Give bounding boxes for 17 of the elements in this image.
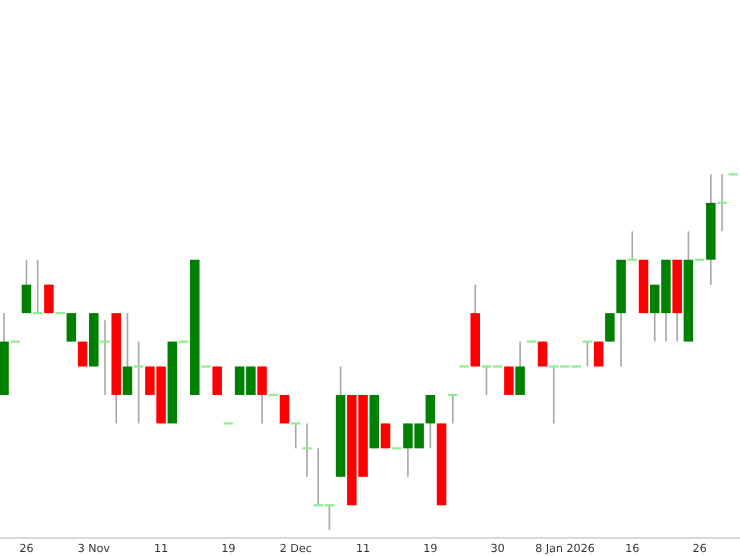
candlestick (380, 422, 391, 450)
candlestick (257, 365, 267, 425)
candlestick (122, 312, 133, 396)
candlestick (66, 312, 77, 343)
candlestick (716, 173, 728, 233)
candlestick (515, 340, 525, 396)
candlestick (99, 319, 111, 396)
candlestick (504, 365, 514, 396)
candlestick (581, 340, 594, 368)
candlestick (425, 394, 436, 450)
candlestick (132, 340, 145, 425)
candlestick (21, 258, 32, 314)
candlestick (289, 422, 302, 450)
candlestick (446, 393, 459, 425)
candlestick (605, 312, 615, 343)
candlestick (301, 422, 313, 478)
candlestick (212, 365, 222, 396)
